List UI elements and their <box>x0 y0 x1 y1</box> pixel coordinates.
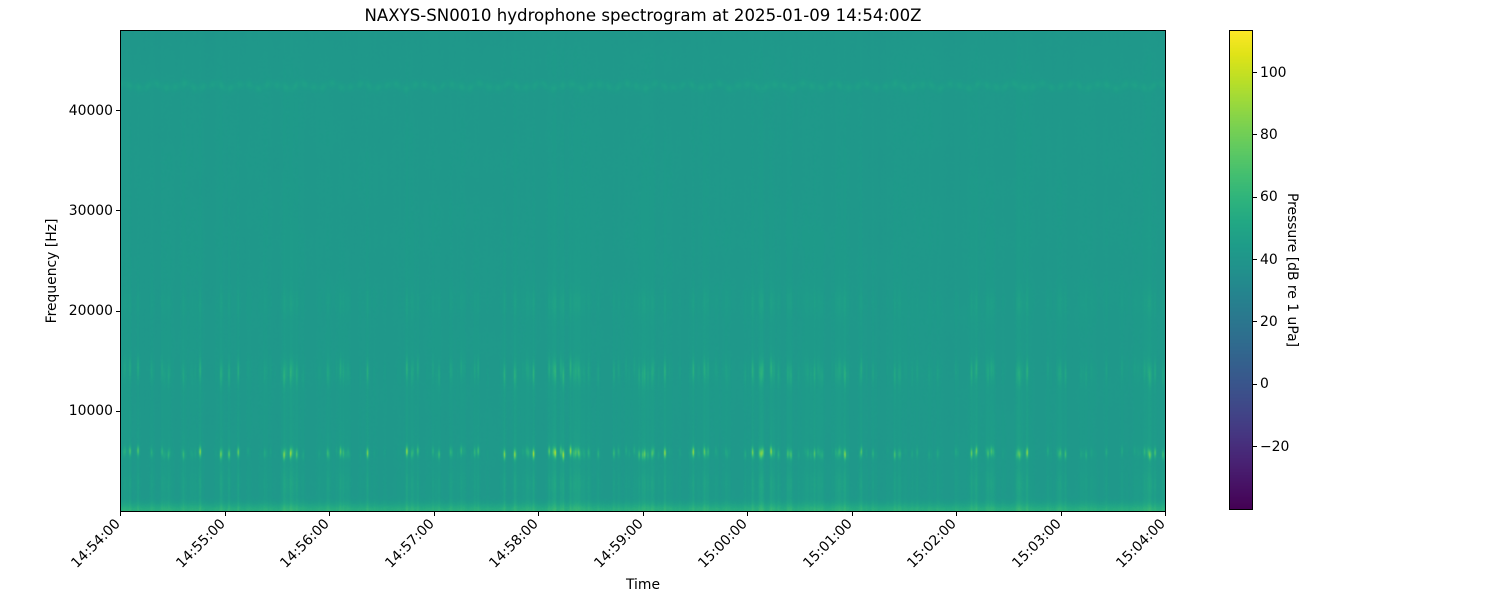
colorbar-frame <box>1229 30 1253 510</box>
y-tick-mark <box>116 310 120 312</box>
colorbar-tick-label: 20 <box>1260 313 1278 330</box>
y-tick-label: 10000 <box>68 403 113 420</box>
plot-area-frame <box>120 30 1166 512</box>
x-tick-label: 14:57:00 <box>381 515 438 571</box>
x-tick-label: 15:01:00 <box>799 515 856 571</box>
colorbar-tick-mark <box>1253 321 1257 323</box>
x-tick-mark <box>747 512 748 516</box>
x-tick-mark <box>1060 512 1062 516</box>
y-tick-mark <box>116 210 120 212</box>
x-tick-label: 15:02:00 <box>904 515 960 571</box>
y-tick-label: 40000 <box>68 102 113 119</box>
x-tick-label: 14:55:00 <box>172 515 229 571</box>
colorbar-gradient <box>1230 31 1252 509</box>
y-tick-label: 20000 <box>68 303 113 320</box>
colorbar-tick-label: 0 <box>1260 376 1269 393</box>
x-tick-label: 15:03:00 <box>1008 515 1065 571</box>
y-tick-mark <box>116 410 120 412</box>
colorbar-tick-label: −20 <box>1260 438 1290 455</box>
x-tick-mark <box>851 512 853 516</box>
x-axis-label: Time <box>626 577 660 593</box>
y-tick-mark <box>116 110 120 112</box>
colorbar-tick-label: 80 <box>1260 126 1278 143</box>
y-tick-label: 30000 <box>68 202 113 219</box>
x-tick-label: 14:54:00 <box>68 515 124 571</box>
x-tick-mark <box>224 512 226 516</box>
colorbar-tick-mark <box>1253 259 1257 261</box>
x-tick-mark <box>433 512 435 516</box>
x-tick-label: 14:56:00 <box>277 515 333 571</box>
x-tick-mark <box>329 512 330 516</box>
figure-title: NAXYS-SN0010 hydrophone spectrogram at 2… <box>364 6 922 25</box>
x-tick-mark <box>642 512 644 516</box>
colorbar-tick-label: 60 <box>1260 189 1278 206</box>
x-tick-label: 15:04:00 <box>1113 515 1169 571</box>
colorbar-tick-mark <box>1253 383 1257 385</box>
colorbar-tick-label: 100 <box>1260 64 1287 81</box>
x-tick-mark <box>538 512 539 516</box>
colorbar-tick-label: 40 <box>1260 251 1278 268</box>
y-axis-label: Frequency [Hz] <box>44 218 60 324</box>
x-tick-label: 14:58:00 <box>486 515 542 571</box>
x-tick-label: 14:59:00 <box>590 515 647 571</box>
x-tick-label: 15:00:00 <box>695 515 751 571</box>
colorbar-label: Pressure [dB re 1 uPa] <box>1284 192 1300 348</box>
colorbar-tick-mark <box>1253 446 1257 448</box>
x-tick-mark <box>956 512 957 516</box>
colorbar-tick-mark <box>1253 72 1257 74</box>
x-tick-mark <box>120 512 121 516</box>
spectrogram-heatmap <box>121 31 1165 511</box>
colorbar-tick-mark <box>1253 134 1257 136</box>
x-tick-mark <box>1165 512 1166 516</box>
colorbar-tick-mark <box>1253 196 1257 198</box>
